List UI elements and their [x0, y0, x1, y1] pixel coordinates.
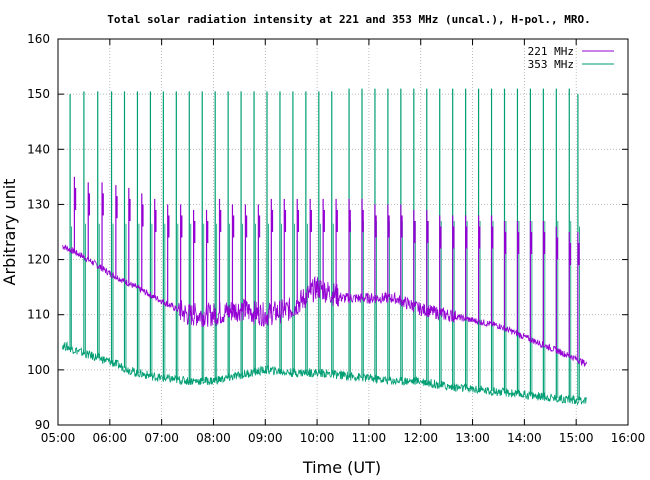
x-tick-label: 09:00: [248, 431, 283, 445]
x-tick-label: 06:00: [93, 431, 128, 445]
axis-ticks: 05:00 06:00 07:00 08:00 09:00 10:00 11:00 12:00…: [27, 32, 645, 445]
legend-label-0: 221 MHz: [528, 45, 574, 58]
y-tick-label: 110: [27, 308, 50, 322]
y-tick-label: 140: [27, 142, 50, 156]
y-tick-label: 100: [27, 363, 50, 377]
series-layer: [61, 88, 587, 406]
y-tick-label: 120: [27, 253, 50, 267]
x-tick-label: 14:00: [507, 431, 542, 445]
series-line-0: [62, 244, 587, 367]
x-tick-label: 05:00: [41, 431, 76, 445]
x-tick-label: 08:00: [196, 431, 231, 445]
x-tick-label: 10:00: [300, 431, 335, 445]
plot-frame: [57, 38, 629, 426]
y-tick-label: 90: [35, 418, 50, 432]
series-1: [61, 88, 587, 406]
x-tick-label: 13:00: [455, 431, 490, 445]
x-tick-label: 11:00: [352, 431, 387, 445]
legend-label-1: 353 MHz: [528, 58, 574, 71]
chart-title: Total solar radiation intensity at 221 a…: [107, 13, 590, 26]
grid: [58, 39, 628, 425]
series-line-1: [61, 341, 587, 406]
x-tick-label: 15:00: [559, 431, 594, 445]
y-axis-label: Arbitrary unit: [0, 179, 19, 286]
y-tick-label: 160: [27, 32, 50, 46]
y-tick-label: 130: [27, 197, 50, 211]
x-tick-label: 12:00: [403, 431, 438, 445]
series-0: [62, 176, 587, 367]
x-tick-label: 07:00: [144, 431, 179, 445]
x-tick-label: 16:00: [611, 431, 646, 445]
x-axis-label: Time (UT): [302, 458, 381, 477]
y-tick-label: 150: [27, 87, 50, 101]
